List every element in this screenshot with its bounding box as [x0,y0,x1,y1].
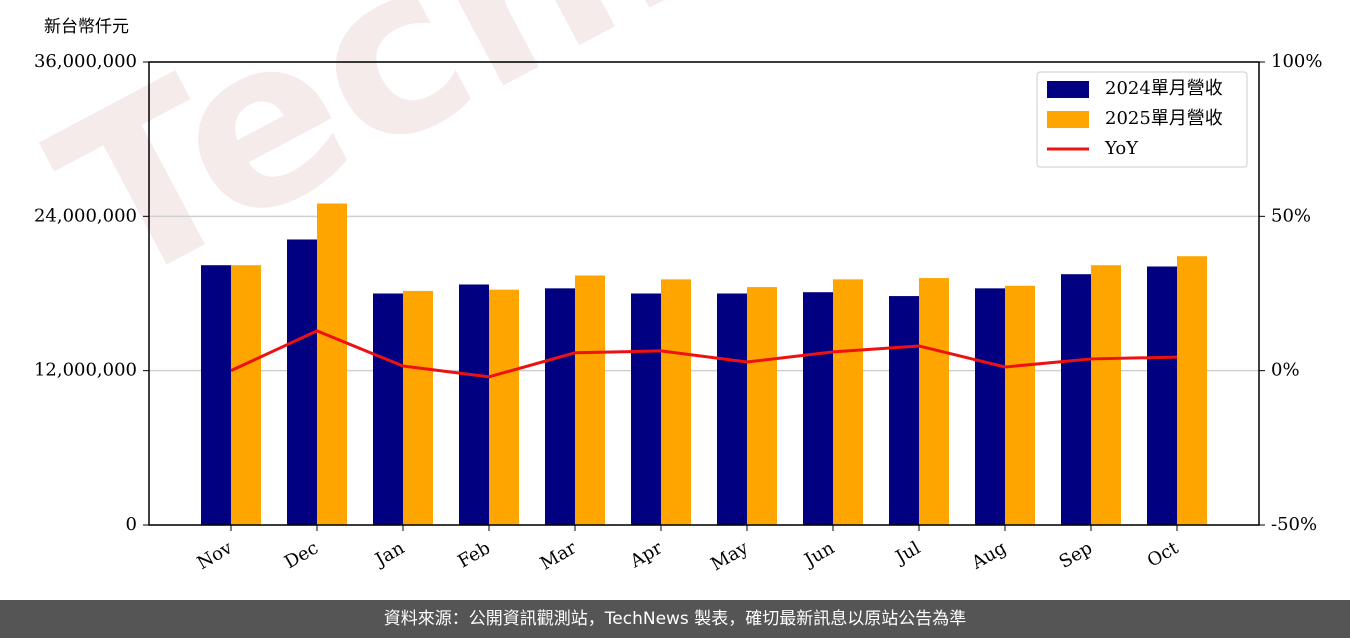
y-tick-label: 24,000,000 [34,205,137,226]
x-tick-label: Mar [537,537,581,574]
x-tick-label: Nov [194,537,237,574]
legend-swatch [1047,81,1089,98]
bar [373,293,403,525]
source-note: 資料來源：公開資訊觀測站，TechNews 製表，確切最新訊息以原站公告為準 [384,609,966,629]
bar [575,275,605,525]
bar [1147,266,1177,525]
bar [1005,285,1035,525]
bar [919,278,949,525]
legend-label: YoY [1104,138,1139,159]
bar [403,290,433,525]
bar [317,203,347,525]
x-tick-label: Feb [454,537,494,572]
x-tick-label: Jan [370,537,408,571]
bar [747,287,777,525]
bar [833,279,863,525]
x-tick-label: Sep [1056,537,1096,572]
legend-swatch [1047,111,1089,128]
bar [631,293,661,525]
x-tick-label: Jun [799,537,838,572]
x-tick-label: Dec [281,537,322,573]
bar [1177,256,1207,525]
y-tick-label: 0 [126,514,137,535]
y2-tick-label: 50% [1271,205,1311,226]
bar [1061,274,1091,525]
bar [889,296,919,525]
bar [459,284,489,525]
x-tick-label: May [707,537,752,575]
bar [287,239,317,525]
x-tick-label: Aug [967,537,1010,574]
bar [545,288,575,525]
bar [803,292,833,525]
bar [975,288,1005,525]
bar [231,265,261,525]
y-tick-label: 36,000,000 [34,51,137,72]
legend-label: 2024單月營收 [1105,78,1223,99]
y2-tick-label: -50% [1271,514,1317,535]
legend-box [1036,71,1248,168]
bar [661,279,691,525]
bar [717,293,747,525]
bar [201,265,231,525]
bar [489,289,519,525]
y2-tick-label: 100% [1271,51,1322,72]
y-axis-label: 新台幣仟元 [44,17,129,37]
x-tick-label: Jul [890,537,924,569]
yoy-line [230,329,1178,379]
y2-tick-label: 0% [1271,360,1300,381]
x-tick-label: Apr [626,537,666,572]
x-tick-label: Oct [1144,537,1183,572]
y-tick-label: 12,000,000 [34,360,137,381]
legend-label: 2025單月營收 [1105,108,1223,129]
plot-frame [148,61,1260,526]
footer-bar [0,600,1350,638]
bar [1091,265,1121,525]
